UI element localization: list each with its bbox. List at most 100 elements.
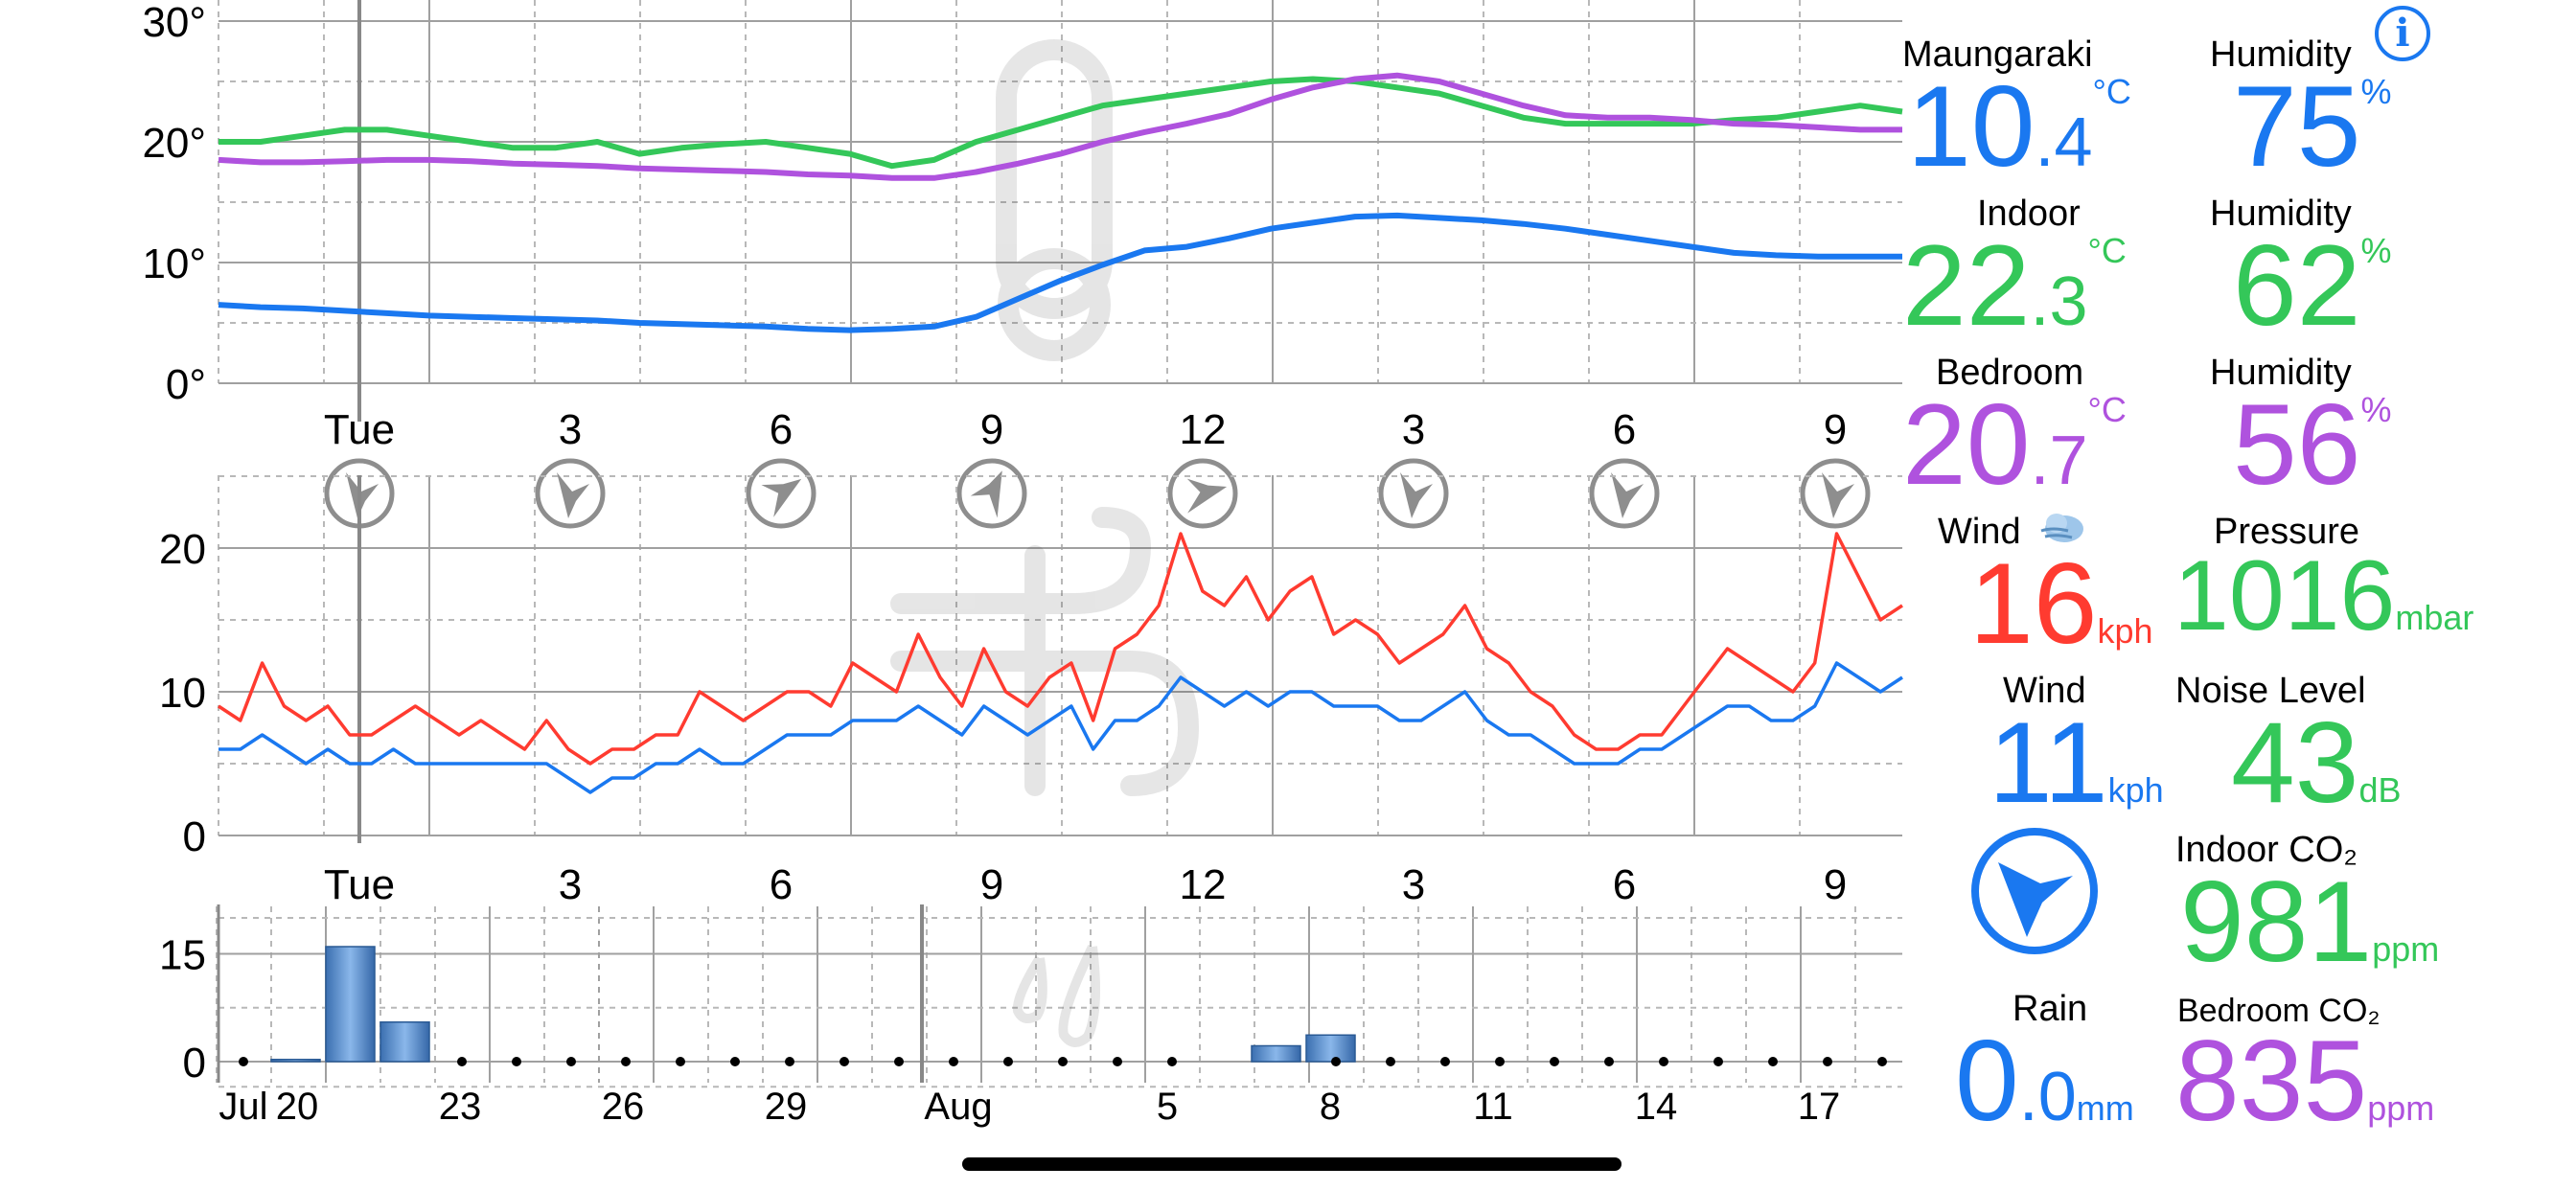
bedroom-temp-unit: °C [2087,390,2127,429]
wind-x-label: 6 [770,861,793,908]
maungaraki-temp-int: 10 [1907,62,2036,191]
rain-label: Rain [2012,989,2088,1029]
gust-unit: kph [2097,611,2153,651]
wind-unit: kph [2107,770,2164,810]
temp-x-label: 9 [1824,406,1847,453]
outdoor-humidity-unit: % [2360,72,2392,111]
rain-zero-dot [1604,1057,1614,1066]
noise-unit: dB [2358,770,2402,810]
noise-value: 43dB [2231,705,2402,820]
indoor-humidity-number: 62 [2233,221,2361,350]
rain-x-label: 11 [1473,1086,1513,1128]
wind-arrow-ring [1800,458,1871,529]
temp-y-tick: 0° [166,361,206,408]
rain-zero-dot [1659,1057,1668,1066]
wind-y-tick: 20 [159,526,206,573]
wind-arrow-ring [746,458,816,529]
home-indicator[interactable] [962,1157,1622,1171]
temp-x-label: Tue [324,406,395,453]
bedroom-temp-dec: .7 [2030,423,2088,499]
rain-zero-dot [1003,1057,1013,1066]
temp-x-label: 9 [980,406,1003,453]
maungaraki-temp-dec: .4 [2035,104,2093,181]
wind-direction-icon [1969,826,2100,956]
wind-arrow-south-icon [1378,458,1449,529]
indoor-humidity-unit: % [2360,231,2392,270]
outdoor-humidity-label: Humidity [2210,34,2352,75]
outdoor-humidity-value: 75% [2233,69,2392,184]
thermometer-icon [996,39,1113,361]
maungaraki-temp: 10.4°C [1907,69,2131,184]
bedroom-humidity-value: 56% [2233,387,2392,502]
wind-arrow-northwest-icon [746,458,816,529]
temp-x-label: 3 [1402,406,1425,453]
indoor-temp-dec: .3 [2030,263,2088,340]
wind-cloud-icon [2039,508,2087,548]
wind-arrow-south-icon [1589,458,1660,529]
temp-line-indoor [218,72,1902,181]
wind-x-label: 9 [980,861,1003,908]
rain-zero-dot [512,1057,521,1066]
rain-y-tick: 15 [159,932,206,979]
indoor-temp: 22.3°C [1902,228,2127,343]
temp-line-bedroom [218,212,1902,333]
bedroom-label: Bedroom [1936,353,2084,393]
wind-arrow-ring [1589,458,1660,529]
bedroom-humidity-label: Humidity [2210,353,2352,393]
rain-x-label: 17 [1798,1086,1841,1128]
indoor-temp-int: 22 [1902,221,2031,350]
bedroom-co2-unit: ppm [2367,1088,2435,1128]
rain-bar [1305,1034,1356,1063]
rain-x-label: 29 [765,1086,808,1128]
rain-int: 0 [1955,1017,2019,1145]
wind-stroke-1 [890,507,1152,614]
rain-zero-dot [730,1057,740,1066]
bedroom-co2-number: 835 [2175,1017,2368,1145]
bedroom-temp: 20.7°C [1902,387,2127,502]
outdoor-humidity-number: 75 [2233,62,2361,191]
noise-number: 43 [2231,698,2359,827]
wind-number: 11 [1989,698,2108,827]
rain-zero-dot [785,1057,794,1066]
indoor-co2-unit: ppm [2372,929,2440,969]
pressure-label: Pressure [2214,512,2360,552]
rain-zero-dot [1550,1057,1559,1066]
wind-arrow-south-icon [1800,458,1871,529]
wind-arrow-head [1822,472,1854,518]
rain-zero-dot [1331,1057,1341,1066]
bedroom-humidity-number: 56 [2233,380,2361,509]
pressure-value: 1016mbar [2174,546,2473,646]
rain-zero-dot [1823,1057,1832,1066]
rain-zero-dot [1768,1057,1778,1066]
temp-y-tick: 10° [142,240,206,287]
maungaraki-temp-unit: °C [2092,72,2131,111]
gust-number: 16 [1969,539,2098,668]
wind-arrow-head [557,472,589,518]
rain-zero-dot [1877,1057,1887,1066]
wind-arrow-south-icon [535,458,606,529]
temp-x-label: 3 [559,406,582,453]
temp-x-label: 6 [770,406,793,453]
rain-value: 0.0mm [1955,1023,2134,1138]
rain-x-label: 5 [1157,1086,1178,1128]
rain-zero-dot [1058,1057,1068,1066]
wind-y-tick: 10 [159,670,206,717]
indoor-temp-unit: °C [2087,231,2127,270]
rain-zero-dot [1386,1057,1395,1066]
info-icon[interactable]: i [2375,6,2430,61]
indoor-label: Indoor [1977,194,2081,234]
wind-x-label: 3 [559,861,582,908]
rain-dec: .0 [2018,1059,2077,1135]
rain-zero-dot [1167,1057,1177,1066]
raindrop-1 [1012,955,1047,1024]
temp-x-label: 12 [1180,406,1227,453]
temp-line-maungaraki [218,76,1903,170]
wind-x-label: 9 [1824,861,1847,908]
wind-arrow-head [1186,478,1228,514]
raindrops-icon [1012,944,1101,1047]
wind-stroke-2 [890,651,1200,796]
rain-zero-dot [1440,1057,1450,1066]
rain-zero-dot [949,1057,958,1066]
rain-x-label: 20 [276,1086,319,1128]
